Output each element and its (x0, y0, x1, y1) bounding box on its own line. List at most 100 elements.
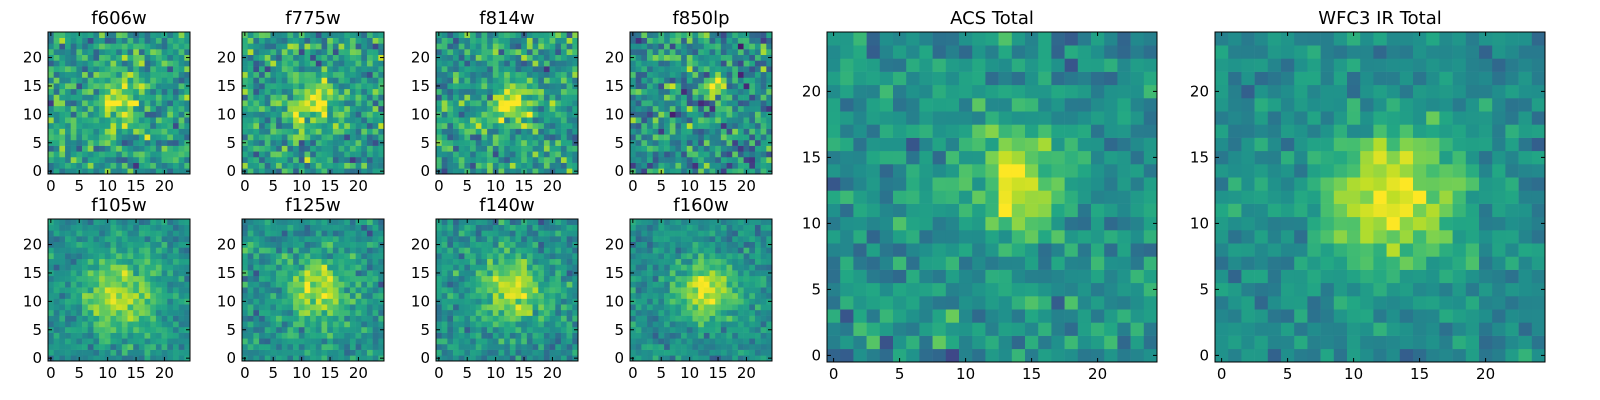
heatmap-cell (116, 258, 123, 265)
heatmap-cell (59, 134, 66, 141)
heatmap-cell (127, 54, 134, 61)
heatmap-cell (344, 241, 351, 248)
heatmap-cell (167, 71, 174, 78)
heatmap-cell (310, 298, 317, 305)
heatmap-cell (703, 304, 710, 311)
heatmap-cell (543, 298, 550, 305)
heatmap-cell (686, 49, 693, 56)
heatmap-cell (167, 264, 174, 271)
heatmap-cell (355, 247, 362, 254)
heatmap-cell (754, 49, 761, 56)
heatmap-cell (178, 315, 185, 322)
heatmap-cell (675, 37, 682, 44)
heatmap-cell (572, 66, 579, 73)
heatmap-cell (287, 355, 294, 362)
heatmap-cell (458, 236, 465, 243)
heatmap-cell (110, 117, 117, 124)
heatmap-cell (293, 270, 300, 277)
heatmap-cell (470, 162, 477, 169)
heatmap-cell (59, 100, 66, 107)
heatmap-cell (332, 145, 339, 152)
heatmap-cell (161, 287, 168, 294)
heatmap-cell (760, 37, 767, 44)
heatmap-cell (293, 88, 300, 95)
heatmap-cell (127, 253, 134, 260)
heatmap-cell (703, 43, 710, 50)
heatmap-cell (310, 83, 317, 90)
heatmap-cell (53, 332, 60, 339)
heatmap-cell (93, 117, 100, 124)
heatmap-cell (59, 292, 66, 299)
heatmap-cell (270, 275, 277, 282)
heatmap-cell (270, 156, 277, 163)
heatmap-cell (321, 326, 328, 333)
heatmap-cell (692, 275, 699, 282)
heatmap-cell (287, 247, 294, 254)
heatmap-cell (338, 247, 345, 254)
heatmap-cell (458, 32, 465, 38)
heatmap-cell (492, 71, 499, 78)
heatmap-cell (555, 156, 562, 163)
heatmap-cell (144, 117, 151, 124)
heatmap-cell (150, 117, 157, 124)
heatmap-cell (70, 298, 77, 305)
heatmap-cell (310, 219, 317, 225)
heatmap-cell (743, 338, 750, 345)
heatmap-cell (686, 162, 693, 169)
heatmap-cell (492, 224, 499, 231)
heatmap-cell (737, 49, 744, 56)
heatmap-cell (172, 105, 179, 112)
heatmap-cell (327, 83, 334, 90)
heatmap-cell (48, 105, 54, 112)
heatmap-cell (355, 315, 362, 322)
heatmap-cell (327, 128, 334, 135)
heatmap-cell (669, 117, 676, 124)
heatmap-cell (732, 304, 739, 311)
heatmap-cell (355, 230, 362, 237)
heatmap-cell (447, 343, 454, 350)
heatmap-cell (504, 281, 511, 288)
heatmap-cell (178, 309, 185, 316)
heatmap-cell (53, 343, 60, 350)
heatmap-cell (635, 54, 642, 61)
heatmap-cell (53, 168, 60, 175)
heatmap-cell (481, 117, 488, 124)
panel-title: f606w (91, 8, 146, 29)
heatmap-cell (652, 275, 659, 282)
heatmap-cell (93, 332, 100, 339)
heatmap-cell (698, 32, 705, 38)
heatmap-cell (453, 134, 460, 141)
heatmap-cell (82, 326, 89, 333)
heatmap-cell (458, 338, 465, 345)
heatmap-cell (99, 338, 106, 345)
heatmap-cell (681, 105, 688, 112)
heatmap-cell (652, 168, 659, 175)
heatmap-cell (82, 83, 89, 90)
heatmap-cell (133, 43, 140, 50)
heatmap-cell (293, 100, 300, 107)
heatmap-cell (87, 32, 94, 38)
heatmap-cell (635, 292, 642, 299)
heatmap-cell (475, 315, 482, 322)
heatmap-cell (264, 122, 271, 129)
heatmap-cell (647, 71, 654, 78)
heatmap-cell (366, 247, 373, 254)
heatmap-cell (310, 117, 317, 124)
heatmap-cell (59, 355, 66, 362)
heatmap-cell (253, 241, 260, 248)
heatmap-cell (150, 94, 157, 101)
heatmap-cell (155, 349, 162, 356)
heatmap-cell (372, 60, 379, 67)
heatmap-cell (178, 219, 185, 225)
heatmap-cell (298, 315, 305, 322)
heatmap-cell (349, 88, 356, 95)
heatmap-cell (692, 43, 699, 50)
heatmap-cell (247, 219, 254, 225)
heatmap-cell (543, 88, 550, 95)
heatmap-cell (287, 343, 294, 350)
heatmap-cell (242, 287, 248, 294)
heatmap-cell (87, 349, 94, 356)
heatmap-cell (310, 258, 317, 265)
heatmap-cell (641, 88, 648, 95)
